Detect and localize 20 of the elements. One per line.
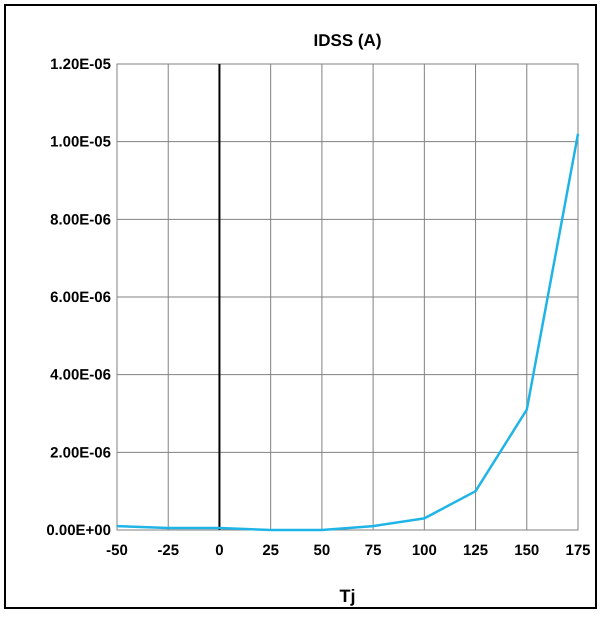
chart-title: IDSS (A) bbox=[314, 31, 382, 50]
x-tick-label: 0 bbox=[215, 542, 224, 559]
x-tick-label: 175 bbox=[565, 542, 591, 559]
y-tick-label: 1.20E-05 bbox=[50, 56, 111, 73]
x-tick-label: 125 bbox=[463, 542, 488, 559]
y-tick-label: 8.00E-06 bbox=[50, 211, 111, 228]
x-tick-label: 100 bbox=[412, 542, 437, 559]
x-tick-label: -25 bbox=[157, 542, 180, 559]
y-tick-label: 4.00E-06 bbox=[50, 366, 111, 384]
x-tick-label: -50 bbox=[106, 542, 128, 559]
y-tick-label: 0.00E+00 bbox=[46, 522, 111, 539]
y-tick-label: 6.00E-06 bbox=[50, 289, 111, 306]
x-tick-label: 150 bbox=[514, 542, 540, 559]
y-tick-label: 1.00E-05 bbox=[50, 134, 111, 151]
x-axis-title: Tj bbox=[340, 586, 356, 606]
y-tick-label: 2.00E-06 bbox=[50, 444, 111, 462]
x-tick-label: 25 bbox=[262, 542, 280, 559]
line-series bbox=[116, 132, 580, 532]
x-tick-label: 50 bbox=[314, 542, 330, 559]
x-tick-label: 75 bbox=[364, 542, 382, 559]
